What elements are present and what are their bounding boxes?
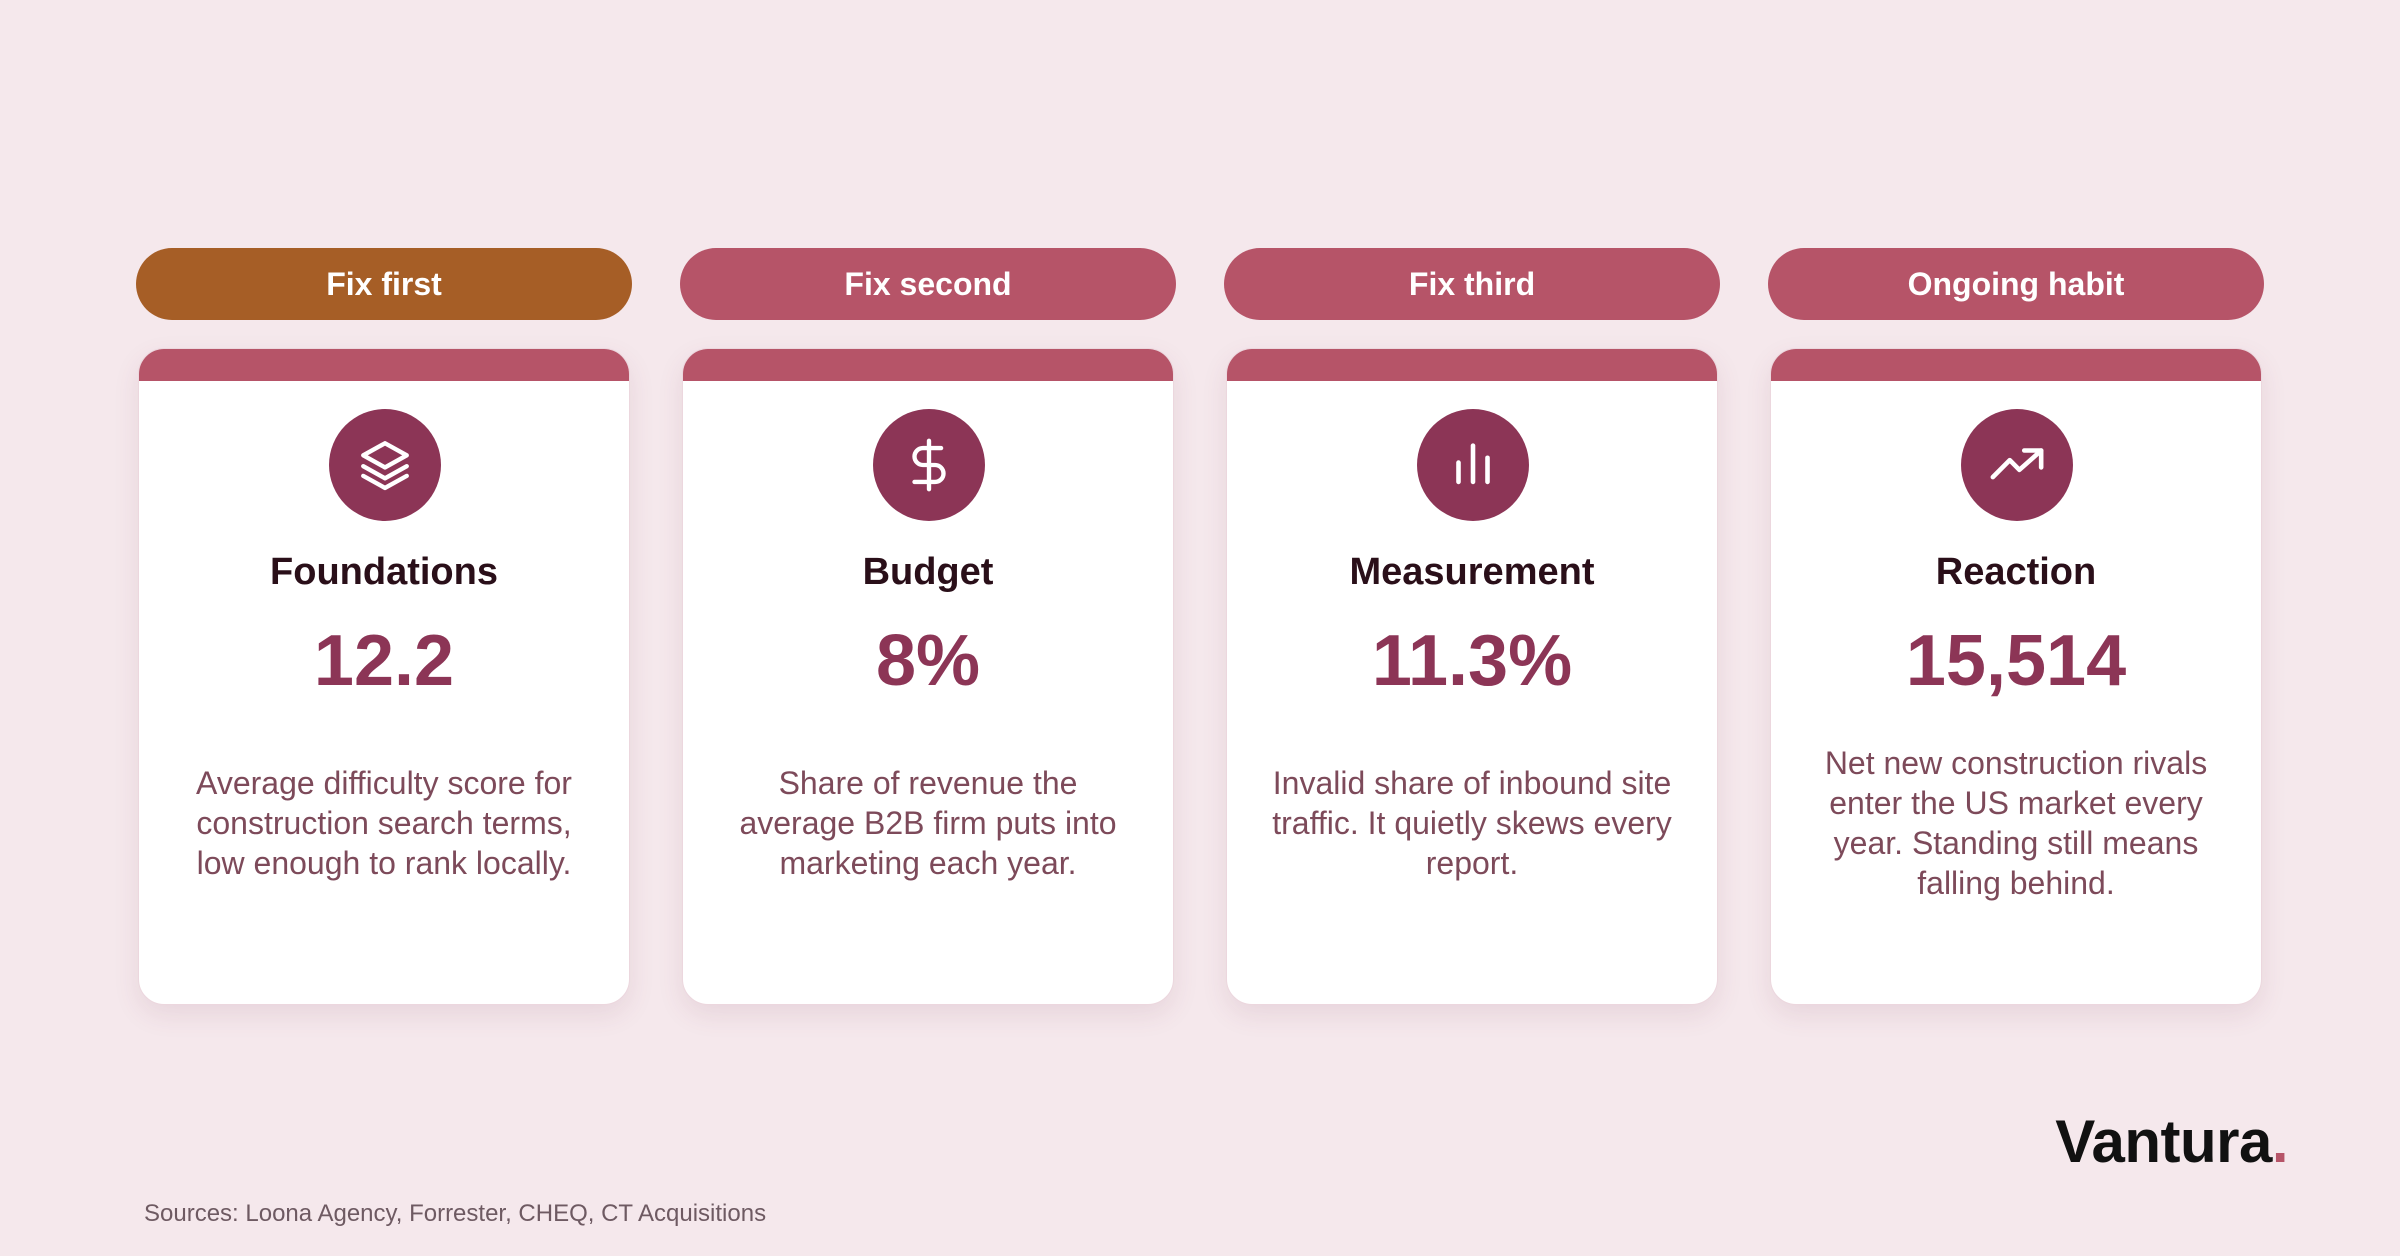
card-title: Budget	[862, 551, 994, 593]
pill-fix-second: Fix second	[680, 248, 1176, 320]
card-budget: Budget 8% Share of revenue the average B…	[682, 348, 1174, 1005]
card-stat: 8%	[875, 621, 981, 701]
bar-chart-icon	[1417, 409, 1529, 521]
card-stat: 15,514	[1905, 621, 2127, 701]
brand-name: Vantura	[2055, 1108, 2272, 1175]
column-fix-first: Fix first Foundations 12.2 Average diffi…	[136, 248, 632, 1005]
card-accent-bar	[1771, 349, 2261, 381]
dollar-icon	[873, 409, 985, 521]
card-reaction: Reaction 15,514 Net new construction riv…	[1770, 348, 2262, 1005]
pill-ongoing-habit: Ongoing habit	[1768, 248, 2264, 320]
card-title: Measurement	[1349, 551, 1595, 593]
card-accent-bar	[139, 349, 629, 381]
card-description: Net new construction rivals enter the US…	[1824, 745, 2208, 901]
column-ongoing-habit: Ongoing habit Reaction 15,514 Net new co…	[1768, 248, 2264, 1005]
card-description: Invalid share of inbound site traffic. I…	[1272, 765, 1672, 881]
layers-icon	[329, 409, 441, 521]
brand-logo: Vantura.	[2055, 1107, 2288, 1176]
trending-up-icon	[1961, 409, 2073, 521]
column-fix-second: Fix second Budget 8% Share of revenue th…	[680, 248, 1176, 1005]
sources-footnote: Sources: Loona Agency, Forrester, CHEQ, …	[144, 1200, 767, 1227]
card-description: Share of revenue the average B2B firm pu…	[739, 765, 1117, 881]
card-stat: 11.3%	[1371, 621, 1573, 701]
card-foundations: Foundations 12.2 Average difficulty scor…	[138, 348, 630, 1005]
column-fix-third: Fix third Measurement 11.3% Invalid shar…	[1224, 248, 1720, 1005]
card-description: Average difficulty score for constructio…	[196, 765, 572, 881]
card-accent-bar	[683, 349, 1173, 381]
card-stat: 12.2	[313, 621, 455, 701]
card-accent-bar	[1227, 349, 1717, 381]
pill-fix-first: Fix first	[136, 248, 632, 320]
card-title: Foundations	[270, 551, 498, 593]
brand-dot: .	[2271, 1108, 2289, 1175]
pill-fix-third: Fix third	[1224, 248, 1720, 320]
card-measurement: Measurement 11.3% Invalid share of inbou…	[1226, 348, 1718, 1005]
card-title: Reaction	[1935, 551, 2097, 593]
